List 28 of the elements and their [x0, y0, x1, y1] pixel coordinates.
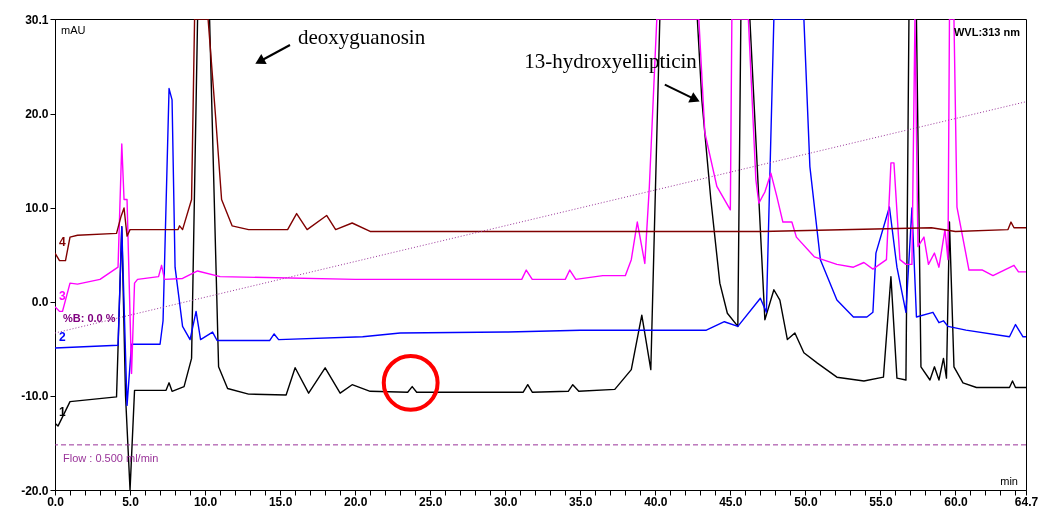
x-tick-label: 64.7 — [1014, 494, 1039, 508]
x-tick-label: 20.0 — [343, 494, 368, 508]
x-tick-label: 25.0 — [419, 494, 443, 508]
y-tick-label: 20.0 — [25, 107, 49, 122]
line-series — [55, 19, 1026, 262]
series-label: 3 — [59, 288, 66, 303]
x-tick-label: 55.0 — [869, 494, 893, 508]
y-tick-label: -20.0 — [21, 483, 49, 498]
y-tick-label: 10.0 — [25, 201, 49, 216]
x-tick-label: 0.0 — [47, 494, 65, 508]
annotation: %B: 0.0 % — [63, 312, 116, 324]
y-tick-label: 30.1 — [25, 12, 49, 27]
x-axis-title: min — [1000, 475, 1018, 487]
annotation: deoxyguanosin — [298, 25, 426, 49]
x-tick-label: 30.0 — [494, 494, 518, 508]
y-tick-label: -10.0 — [21, 389, 49, 404]
x-tick-label: 15.0 — [268, 494, 293, 508]
x-tick-label: 5.0 — [122, 494, 140, 508]
x-tick-label: 10.0 — [193, 494, 218, 508]
y-tick-label: 0.0 — [31, 295, 49, 310]
x-tick-label: 45.0 — [719, 494, 743, 508]
x-tick-label: 40.0 — [644, 494, 668, 508]
series-label: 2 — [59, 330, 66, 345]
y-axis-title: mAU — [61, 24, 86, 36]
x-tick-label: 60.0 — [944, 494, 968, 508]
x-tick-label: 35.0 — [569, 494, 593, 508]
x-tick-label: 50.0 — [794, 494, 818, 508]
series-label: 4 — [59, 235, 66, 250]
